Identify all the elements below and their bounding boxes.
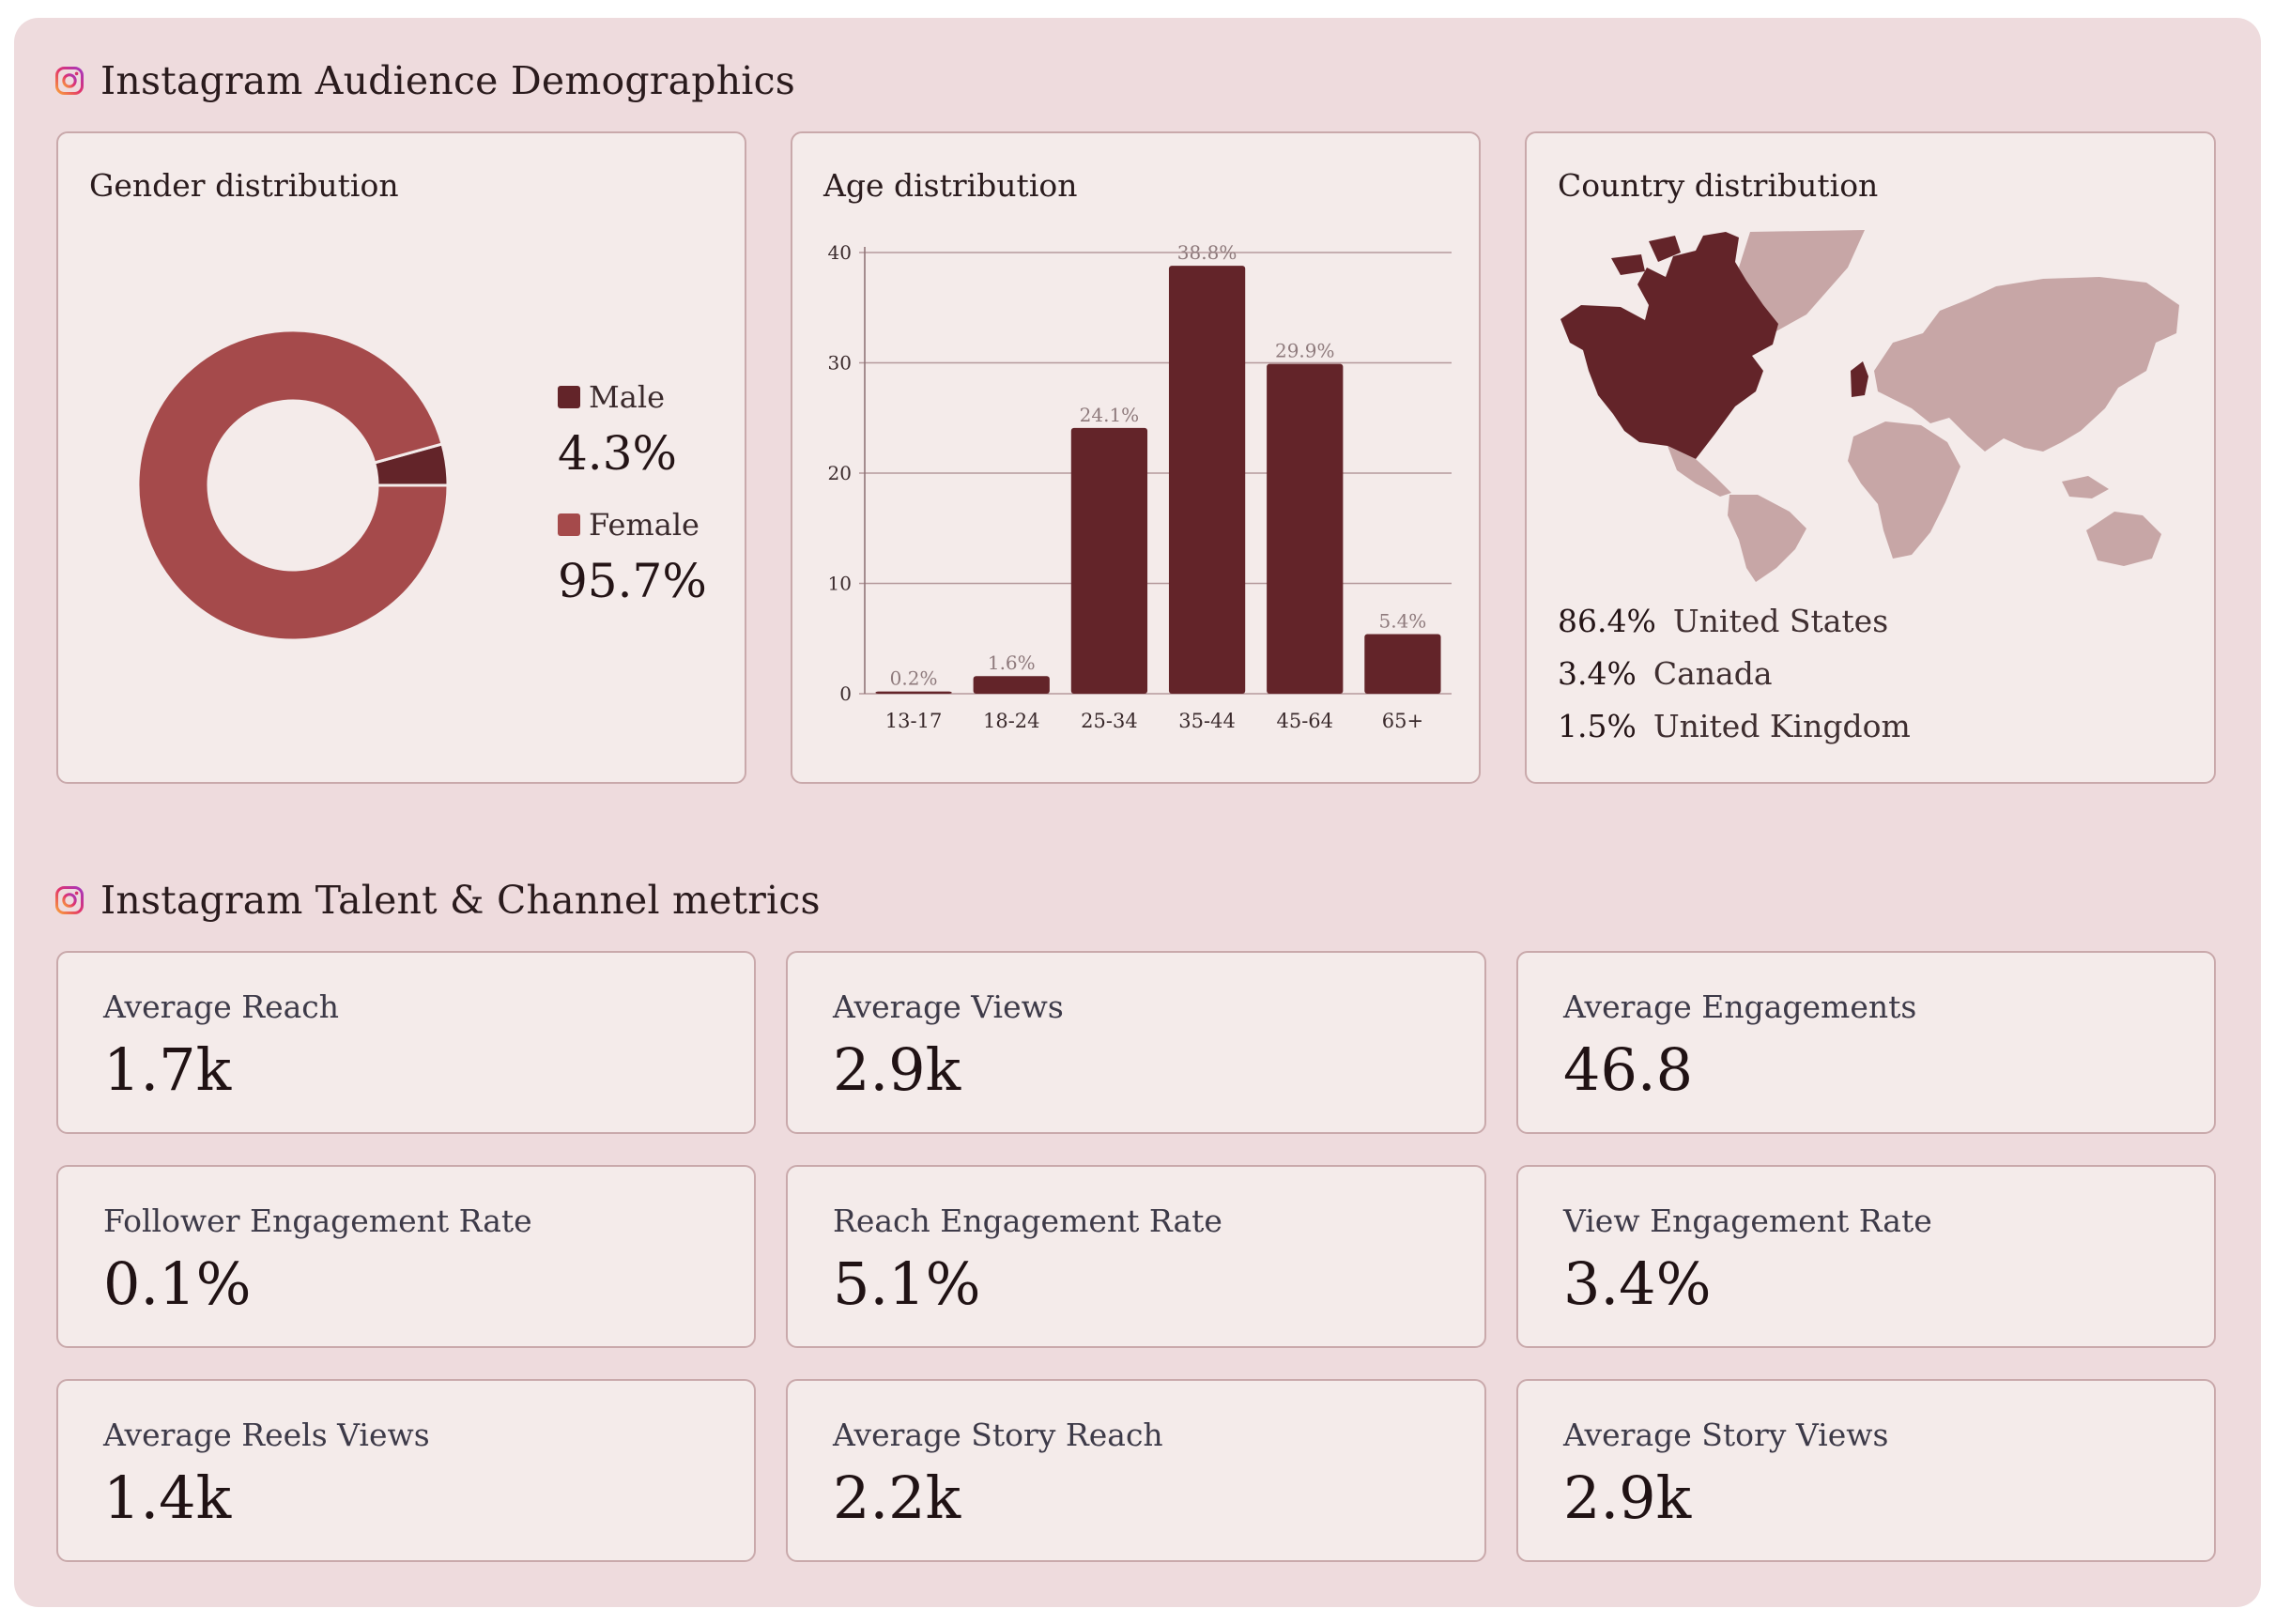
country-name: Canada	[1652, 655, 1773, 692]
bar-13-17	[875, 691, 952, 694]
country-name: United States	[1672, 603, 1889, 639]
gender-card-title: Gender distribution	[89, 167, 399, 204]
bar-data-label: 29.9%	[1275, 340, 1335, 362]
country-name: United Kingdom	[1652, 708, 1911, 744]
metric-value: 46.8	[1563, 1035, 1694, 1104]
y-tick-label: 10	[828, 573, 852, 595]
y-tick-label: 30	[828, 352, 852, 375]
metric-label: Follower Engagement Rate	[103, 1203, 532, 1239]
metrics-section-title: Instagram Talent & Channel metrics	[54, 878, 821, 923]
bar-65+	[1364, 634, 1441, 694]
x-tick-label: 45-64	[1276, 710, 1333, 732]
legend-female: Female	[558, 507, 699, 543]
country-row-1: 86.4% United States	[1558, 603, 1888, 639]
bar-18-24	[973, 676, 1050, 694]
country-row-3: 1.5% United Kingdom	[1558, 708, 1911, 744]
bar-35-44	[1168, 266, 1246, 694]
country-distribution-card: Country distribution 86.4% Unit	[1525, 131, 2216, 784]
bar-data-label: 5.4%	[1379, 610, 1427, 633]
male-label: Male	[589, 379, 666, 415]
bar-data-label: 1.6%	[988, 651, 1036, 674]
x-tick-label: 35-44	[1178, 710, 1236, 732]
age-card-title: Age distribution	[823, 167, 1078, 204]
metric-label: Reach Engagement Rate	[833, 1203, 1222, 1239]
y-tick-label: 40	[828, 241, 852, 264]
metric-label: View Engagement Rate	[1563, 1203, 1932, 1239]
legend-male: Male	[558, 379, 665, 415]
gender-donut-chart	[136, 329, 450, 642]
country-pct: 86.4%	[1558, 603, 1656, 639]
metric-value: 2.9k	[833, 1035, 961, 1104]
metric-value: 3.4%	[1563, 1249, 1712, 1318]
bar-data-label: 0.2%	[890, 667, 938, 690]
map-central-america	[1668, 446, 1731, 497]
metric-card-average-story-views: Average Story Views 2.9k	[1516, 1379, 2216, 1562]
metric-value: 0.1%	[103, 1249, 252, 1318]
age-bar-chart: 0 10 20 30 40 0.2% 13-17 1.6% 18-24 24.1% 25-34 38.…	[828, 241, 1452, 732]
metric-label: Average Engagements	[1563, 988, 1917, 1025]
metric-card-average-engagements: Average Engagements 46.8	[1516, 951, 2216, 1134]
bar-data-label: 38.8%	[1177, 241, 1237, 264]
y-tick-label: 20	[828, 462, 852, 484]
map-south-america	[1728, 495, 1806, 582]
metric-label: Average Story Reach	[833, 1417, 1163, 1453]
bar-45-64	[1267, 363, 1344, 694]
country-pct: 1.5%	[1558, 708, 1637, 744]
metric-card-average-reach: Average Reach 1.7k	[56, 951, 756, 1134]
metric-value: 2.2k	[833, 1463, 961, 1532]
age-distribution-card: Age distribution 0 10 20 30 40 0.2% 13-17 1.6% 1…	[791, 131, 1481, 784]
demographics-section-title: Instagram Audience Demographics	[54, 58, 795, 103]
female-value: 95.7%	[558, 554, 707, 608]
map-north-america-highlight	[1560, 232, 1778, 459]
metric-value: 5.1%	[833, 1249, 981, 1318]
metric-value: 1.7k	[103, 1035, 232, 1104]
metric-label: Average Reach	[103, 988, 340, 1025]
metric-card-view-engagement-rate: View Engagement Rate 3.4%	[1516, 1165, 2216, 1348]
world-map	[1560, 230, 2179, 582]
female-label: Female	[589, 507, 699, 543]
gender-distribution-card: Gender distribution Male 4.3% Female 95.…	[56, 131, 746, 784]
country-row-2: 3.4% Canada	[1558, 655, 1773, 692]
metric-value: 1.4k	[103, 1463, 232, 1532]
map-africa	[1848, 421, 1960, 559]
metric-card-reach-engagement-rate: Reach Engagement Rate 5.1%	[786, 1165, 1486, 1348]
map-uk-highlight	[1851, 361, 1868, 397]
bar-25-34	[1070, 427, 1148, 694]
metric-card-average-reels-views: Average Reels Views 1.4k	[56, 1379, 756, 1562]
x-tick-label: 65+	[1382, 710, 1423, 732]
metric-label: Average Views	[833, 988, 1064, 1025]
metric-label: Average Reels Views	[103, 1417, 430, 1453]
bar-data-label: 24.1%	[1080, 404, 1140, 426]
metrics-title-text: Instagram Talent & Channel metrics	[100, 878, 821, 923]
metric-card-follower-engagement-rate: Follower Engagement Rate 0.1%	[56, 1165, 756, 1348]
donut-slice-female	[136, 329, 450, 642]
demographics-title-text: Instagram Audience Demographics	[100, 58, 796, 103]
male-swatch	[558, 386, 580, 408]
y-tick-label: 0	[839, 682, 852, 705]
map-australia	[2062, 476, 2161, 566]
country-card-title: Country distribution	[1558, 167, 1879, 204]
map-eurasia	[1874, 277, 2179, 452]
metric-card-average-views: Average Views 2.9k	[786, 951, 1486, 1134]
instagram-icon	[55, 67, 84, 95]
map-greenland	[1739, 230, 1865, 333]
metric-card-average-story-reach: Average Story Reach 2.2k	[786, 1379, 1486, 1562]
x-tick-label: 25-34	[1081, 710, 1138, 732]
x-tick-label: 18-24	[983, 710, 1040, 732]
metric-value: 2.9k	[1563, 1463, 1692, 1532]
male-value: 4.3%	[558, 426, 678, 481]
female-swatch	[558, 513, 580, 536]
metric-label: Average Story Views	[1563, 1417, 1889, 1453]
country-pct: 3.4%	[1558, 655, 1637, 692]
instagram-icon	[55, 886, 84, 914]
x-tick-label: 13-17	[885, 710, 943, 732]
